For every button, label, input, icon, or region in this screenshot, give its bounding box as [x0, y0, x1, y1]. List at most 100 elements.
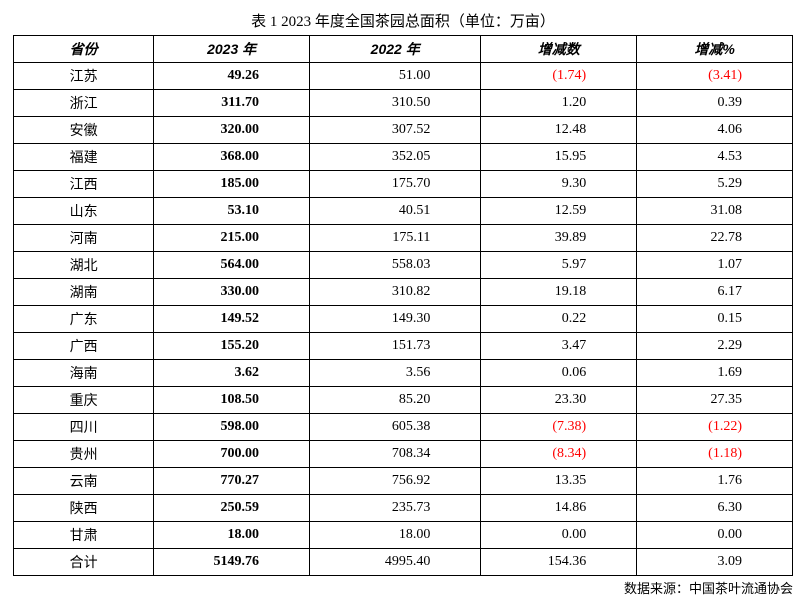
cell-diff: 23.30	[481, 387, 637, 414]
cell-2023: 770.27	[154, 468, 310, 495]
cell-diff: (7.38)	[481, 414, 637, 441]
cell-province: 合计	[14, 549, 154, 576]
cell-2023: 155.20	[154, 333, 310, 360]
cell-2023: 185.00	[154, 171, 310, 198]
cell-pct: 22.78	[637, 225, 793, 252]
cell-2023: 49.26	[154, 63, 310, 90]
cell-pct: 6.30	[637, 495, 793, 522]
cell-diff: (8.34)	[481, 441, 637, 468]
cell-pct: 0.15	[637, 306, 793, 333]
cell-2022: 85.20	[310, 387, 481, 414]
table-row: 广西155.20151.733.472.29	[14, 333, 793, 360]
cell-2022: 558.03	[310, 252, 481, 279]
cell-2022: 175.11	[310, 225, 481, 252]
cell-2022: 40.51	[310, 198, 481, 225]
cell-pct: (1.22)	[637, 414, 793, 441]
cell-diff: 12.59	[481, 198, 637, 225]
cell-2023: 598.00	[154, 414, 310, 441]
cell-2023: 108.50	[154, 387, 310, 414]
cell-province: 江苏	[14, 63, 154, 90]
cell-pct: 0.39	[637, 90, 793, 117]
cell-diff: (1.74)	[481, 63, 637, 90]
cell-diff: 13.35	[481, 468, 637, 495]
cell-2022: 175.70	[310, 171, 481, 198]
cell-province: 广西	[14, 333, 154, 360]
cell-pct: 31.08	[637, 198, 793, 225]
table-row: 云南770.27756.9213.351.76	[14, 468, 793, 495]
cell-pct: 27.35	[637, 387, 793, 414]
cell-2023: 320.00	[154, 117, 310, 144]
table-row: 福建368.00352.0515.954.53	[14, 144, 793, 171]
table-row: 贵州700.00708.34(8.34)(1.18)	[14, 441, 793, 468]
cell-diff: 1.20	[481, 90, 637, 117]
table-row: 山东53.1040.5112.5931.08	[14, 198, 793, 225]
table-row: 浙江311.70310.501.200.39	[14, 90, 793, 117]
cell-pct: 6.17	[637, 279, 793, 306]
cell-diff: 9.30	[481, 171, 637, 198]
cell-province: 河南	[14, 225, 154, 252]
cell-province: 海南	[14, 360, 154, 387]
cell-province: 贵州	[14, 441, 154, 468]
cell-diff: 19.18	[481, 279, 637, 306]
cell-diff: 0.00	[481, 522, 637, 549]
cell-province: 湖南	[14, 279, 154, 306]
tea-area-table: 省份 2023 年 2022 年 增减数 增减% 江苏49.2651.00(1.…	[13, 35, 793, 576]
header-province: 省份	[14, 36, 154, 63]
cell-2022: 51.00	[310, 63, 481, 90]
header-2022: 2022 年	[310, 36, 481, 63]
table-body: 江苏49.2651.00(1.74)(3.41)浙江311.70310.501.…	[14, 63, 793, 576]
cell-2023: 149.52	[154, 306, 310, 333]
table-row: 江西185.00175.709.305.29	[14, 171, 793, 198]
cell-2023: 250.59	[154, 495, 310, 522]
cell-diff: 5.97	[481, 252, 637, 279]
cell-2022: 18.00	[310, 522, 481, 549]
cell-diff: 14.86	[481, 495, 637, 522]
table-title: 表 1 2023 年度全国茶园总面积（单位：万亩）	[10, 10, 796, 31]
cell-2022: 756.92	[310, 468, 481, 495]
cell-pct: 1.07	[637, 252, 793, 279]
table-row: 重庆108.5085.2023.3027.35	[14, 387, 793, 414]
cell-2023: 53.10	[154, 198, 310, 225]
cell-pct: 1.69	[637, 360, 793, 387]
cell-province: 重庆	[14, 387, 154, 414]
cell-2022: 4995.40	[310, 549, 481, 576]
table-row: 甘肃18.0018.000.000.00	[14, 522, 793, 549]
cell-province: 陕西	[14, 495, 154, 522]
cell-2022: 151.73	[310, 333, 481, 360]
table-row: 江苏49.2651.00(1.74)(3.41)	[14, 63, 793, 90]
data-source: 数据来源：中国茶叶流通协会	[13, 578, 793, 597]
cell-province: 浙江	[14, 90, 154, 117]
cell-diff: 0.06	[481, 360, 637, 387]
cell-pct: (3.41)	[637, 63, 793, 90]
cell-2023: 311.70	[154, 90, 310, 117]
table-row: 陕西250.59235.7314.866.30	[14, 495, 793, 522]
cell-diff: 15.95	[481, 144, 637, 171]
cell-2023: 330.00	[154, 279, 310, 306]
cell-2023: 3.62	[154, 360, 310, 387]
cell-2022: 235.73	[310, 495, 481, 522]
cell-2022: 605.38	[310, 414, 481, 441]
header-row: 省份 2023 年 2022 年 增减数 增减%	[14, 36, 793, 63]
table-row: 合计5149.764995.40154.363.09	[14, 549, 793, 576]
cell-pct: 4.06	[637, 117, 793, 144]
cell-province: 四川	[14, 414, 154, 441]
cell-2023: 368.00	[154, 144, 310, 171]
cell-province: 湖北	[14, 252, 154, 279]
cell-2023: 18.00	[154, 522, 310, 549]
cell-diff: 39.89	[481, 225, 637, 252]
cell-pct: 5.29	[637, 171, 793, 198]
cell-diff: 154.36	[481, 549, 637, 576]
cell-pct: 2.29	[637, 333, 793, 360]
cell-2022: 708.34	[310, 441, 481, 468]
cell-province: 云南	[14, 468, 154, 495]
cell-province: 江西	[14, 171, 154, 198]
cell-2022: 307.52	[310, 117, 481, 144]
table-row: 安徽320.00307.5212.484.06	[14, 117, 793, 144]
cell-2023: 700.00	[154, 441, 310, 468]
header-pct: 增减%	[637, 36, 793, 63]
cell-2022: 310.50	[310, 90, 481, 117]
table-row: 海南3.623.560.061.69	[14, 360, 793, 387]
header-diff: 增减数	[481, 36, 637, 63]
cell-pct: 4.53	[637, 144, 793, 171]
cell-2022: 352.05	[310, 144, 481, 171]
